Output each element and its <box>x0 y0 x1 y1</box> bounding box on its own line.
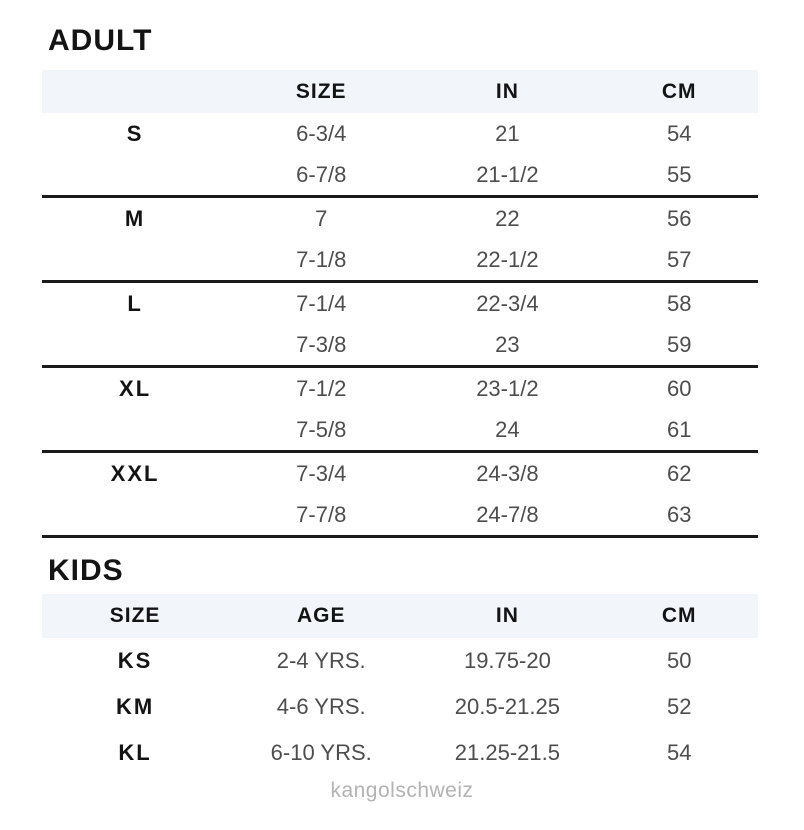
kids-section-title: KIDS <box>48 554 124 587</box>
cell-in: 23-1/2 <box>476 375 539 401</box>
cell-size: 7-1/8 <box>296 246 347 272</box>
table-row: XXL 7-3/4 24-3/8 62 <box>42 453 758 494</box>
cell-size: 7 <box>315 205 328 231</box>
table-row: KM 4-6 YRS. 20.5-21.25 52 <box>42 684 758 730</box>
table-row: 6-7/8 21-1/2 55 <box>42 154 758 195</box>
table-row: KL 6-10 YRS. 21.25-21.5 54 <box>42 730 758 776</box>
table-row: S 6-3/4 21 54 <box>42 113 758 154</box>
watermark: kangolschweiz <box>330 779 474 802</box>
table-row: XL 7-1/2 23-1/2 60 <box>42 368 758 409</box>
table-row: 7-3/8 23 59 <box>42 324 758 365</box>
cell-in: 22-1/2 <box>476 246 539 272</box>
cell-age: 4-6 YRS. <box>276 694 366 719</box>
cell-cm: 62 <box>666 460 692 486</box>
cell-cm: 63 <box>666 501 692 527</box>
table-row: 7-5/8 24 61 <box>42 409 758 450</box>
kids-size-table: SIZE AGE IN CM KS 2-4 YRS. 19.75-20 50 K… <box>42 594 758 776</box>
cell-cm: 59 <box>666 331 692 357</box>
cell-age: 2-4 YRS. <box>276 648 366 673</box>
cell-cm: 57 <box>666 246 692 272</box>
row-label: L <box>127 290 143 316</box>
adult-size-group-m: M 7 22 56 7-1/8 22-1/2 57 <box>42 198 758 283</box>
cell-size: 6-7/8 <box>296 161 347 187</box>
cell-cm: 56 <box>666 205 692 231</box>
cell-age: 6-10 YRS. <box>270 740 372 765</box>
cell-size: 6-3/4 <box>296 120 347 146</box>
cell-in: 24-7/8 <box>476 501 539 527</box>
kids-header-in: IN <box>495 604 519 627</box>
table-row: 7-1/8 22-1/2 57 <box>42 239 758 280</box>
adult-table-header-row: SIZE IN CM <box>42 70 758 113</box>
cell-cm: 54 <box>666 740 692 765</box>
table-row: M 7 22 56 <box>42 198 758 239</box>
cell-size: 7-7/8 <box>296 501 347 527</box>
cell-cm: 52 <box>666 694 692 719</box>
adult-header-in: IN <box>495 79 519 103</box>
row-label: XL <box>119 375 152 401</box>
adult-size-group-l: L 7-1/4 22-3/4 58 7-3/8 23 59 <box>42 283 758 368</box>
cell-in: 24-3/8 <box>476 460 539 486</box>
row-label: KM <box>115 694 155 719</box>
cell-size: 7-3/4 <box>296 460 347 486</box>
row-label: XXL <box>110 460 160 486</box>
cell-cm: 61 <box>666 416 692 442</box>
cell-in: 19.75-20 <box>463 648 551 673</box>
cell-cm: 58 <box>666 290 692 316</box>
adult-size-group-xl: XL 7-1/2 23-1/2 60 7-5/8 24 61 <box>42 368 758 453</box>
adult-size-group-s: S 6-3/4 21 54 6-7/8 21-1/2 55 <box>42 113 758 198</box>
table-row: L 7-1/4 22-3/4 58 <box>42 283 758 324</box>
row-label: KS <box>117 648 153 673</box>
row-label: S <box>126 120 144 146</box>
adult-size-group-xxl: XXL 7-3/4 24-3/8 62 7-7/8 24-7/8 63 <box>42 453 758 538</box>
adult-section-title: ADULT <box>48 24 153 57</box>
cell-cm: 55 <box>666 161 692 187</box>
cell-in: 21-1/2 <box>476 161 539 187</box>
cell-in: 23 <box>495 331 520 357</box>
cell-in: 21.25-21.5 <box>454 740 560 765</box>
cell-size: 7-3/8 <box>296 331 347 357</box>
adult-header-size: SIZE <box>295 79 347 103</box>
kids-header-size: SIZE <box>109 604 161 627</box>
cell-in: 22 <box>495 205 520 231</box>
cell-size: 7-1/2 <box>296 375 347 401</box>
cell-cm: 50 <box>666 648 692 673</box>
cell-cm: 54 <box>666 120 692 146</box>
cell-size: 7-5/8 <box>296 416 347 442</box>
kids-header-age: AGE <box>296 604 346 627</box>
kids-table-header-row: SIZE AGE IN CM <box>42 594 758 638</box>
cell-in: 24 <box>495 416 520 442</box>
cell-in: 22-3/4 <box>476 290 539 316</box>
cell-in: 20.5-21.25 <box>454 694 560 719</box>
adult-size-table: SIZE IN CM S 6-3/4 21 54 6-7/8 21-1/2 55… <box>42 70 758 538</box>
cell-size: 7-1/4 <box>296 290 347 316</box>
cell-cm: 60 <box>666 375 692 401</box>
cell-in: 21 <box>495 120 520 146</box>
table-row: 7-7/8 24-7/8 63 <box>42 494 758 535</box>
row-label: M <box>124 205 146 231</box>
row-label: KL <box>118 740 152 765</box>
adult-header-cm: CM <box>661 79 697 103</box>
kids-header-cm: CM <box>661 604 697 627</box>
table-row: KS 2-4 YRS. 19.75-20 50 <box>42 638 758 684</box>
